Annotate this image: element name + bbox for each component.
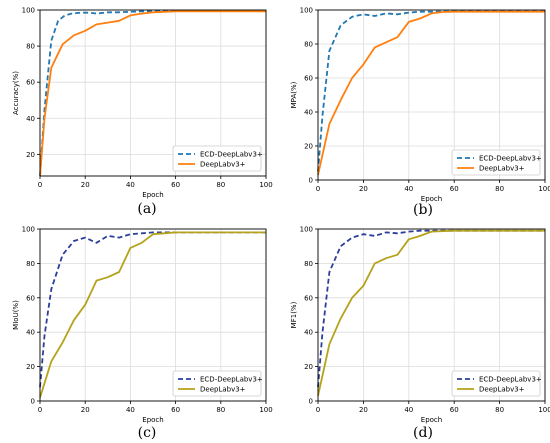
y-tick-label: 20 xyxy=(304,363,313,371)
y-tick-label: 80 xyxy=(26,260,35,268)
y-tick-label: 40 xyxy=(26,329,35,337)
y-axis-label: MF1(%) xyxy=(290,301,298,328)
y-tick-label: 40 xyxy=(304,329,313,337)
y-tick-label: 20 xyxy=(304,143,313,151)
legend-label: ECD-DeepLabv3+ xyxy=(479,155,542,163)
legend-label: DeepLabv3+ xyxy=(479,386,525,394)
legend-label: DeepLabv3+ xyxy=(200,161,246,169)
x-tick-label: 80 xyxy=(495,406,504,414)
y-tick-label: 0 xyxy=(309,177,313,185)
axes-frame xyxy=(39,228,267,402)
legend-label: ECD-DeepLabv3+ xyxy=(479,376,542,384)
x-tick-label: 0 xyxy=(316,185,320,193)
x-tick-label: 40 xyxy=(404,406,413,414)
x-tick-label: 20 xyxy=(359,185,368,193)
y-tick-label: 60 xyxy=(304,294,313,302)
series-line-deeplabv3plus xyxy=(317,10,545,176)
series-line-deeplabv3plus xyxy=(39,231,266,398)
x-tick-label: 20 xyxy=(359,406,368,414)
y-tick-label: 60 xyxy=(26,79,35,87)
axes-frame xyxy=(39,9,267,177)
y-axis-label: MPA(%) xyxy=(290,81,298,108)
legend-label: DeepLabv3+ xyxy=(479,165,525,173)
x-tick-label: 40 xyxy=(126,406,135,414)
y-tick-label: 60 xyxy=(304,75,313,83)
x-tick-label: 40 xyxy=(404,185,413,193)
chart-panel-1: 0 20 40 60 80 100 20 40 60 80 100 Epoch Accuracy(%) E… xyxy=(12,7,273,218)
chart-panel-2: 0 20 40 60 80 100 0 20 40 60 80 100 Epoch MPA(%) ECD-D… xyxy=(290,7,550,219)
x-tick-label: 80 xyxy=(216,406,225,414)
y-tick-label: 100 xyxy=(300,7,313,15)
y-tick-label: 20 xyxy=(26,151,35,159)
panel-label: (b) xyxy=(413,202,433,218)
y-tick-label: 20 xyxy=(26,363,35,371)
y-tick-label: 100 xyxy=(22,7,35,15)
x-tick-label: 60 xyxy=(450,185,459,193)
x-tick-label: 60 xyxy=(171,181,180,189)
x-tick-label: 60 xyxy=(171,406,180,414)
series-line-deeplabv3plus xyxy=(39,10,266,177)
y-tick-label: 80 xyxy=(304,260,313,268)
legend-label: ECD-DeepLabv3+ xyxy=(200,376,263,384)
x-axis-label: Epoch xyxy=(142,191,163,199)
panel-label: (d) xyxy=(413,425,433,441)
x-tick-label: 100 xyxy=(259,181,272,189)
x-tick-label: 0 xyxy=(316,406,320,414)
x-tick-label: 80 xyxy=(216,181,225,189)
x-axis-label: Epoch xyxy=(421,195,442,203)
x-tick-label: 40 xyxy=(126,181,135,189)
x-tick-label: 100 xyxy=(259,406,272,414)
y-tick-label: 40 xyxy=(26,115,35,123)
x-tick-label: 80 xyxy=(495,185,504,193)
series-line-ecd-deeplabv3plus xyxy=(317,229,545,388)
x-tick-label: 0 xyxy=(38,406,42,414)
axes-frame xyxy=(317,228,546,402)
chart-panel-4: 0 20 40 60 80 100 0 20 40 60 80 100 Epoch MF1(%) ECD-D… xyxy=(290,226,550,442)
y-axis-label: MIoU(%) xyxy=(12,300,20,330)
y-axis-label: Accuracy(%) xyxy=(12,71,20,115)
panel-label: (c) xyxy=(138,425,157,441)
x-tick-label: 0 xyxy=(38,181,42,189)
x-axis-label: Epoch xyxy=(421,416,442,424)
series-line-deeplabv3plus xyxy=(317,229,545,396)
axes-frame xyxy=(317,9,546,181)
x-tick-label: 60 xyxy=(450,406,459,414)
y-tick-label: 100 xyxy=(300,226,313,234)
series-line-ecd-deeplabv3plus xyxy=(317,10,545,172)
legend-label: DeepLabv3+ xyxy=(200,386,246,394)
y-tick-label: 0 xyxy=(31,398,35,406)
y-tick-label: 100 xyxy=(22,226,35,234)
legend-label: ECD-DeepLabv3+ xyxy=(200,151,263,159)
y-tick-label: 60 xyxy=(26,294,35,302)
x-tick-label: 100 xyxy=(538,185,550,193)
x-tick-label: 20 xyxy=(81,406,90,414)
y-tick-label: 40 xyxy=(304,109,313,117)
x-tick-label: 20 xyxy=(81,181,90,189)
x-axis-label: Epoch xyxy=(142,416,163,424)
y-tick-label: 80 xyxy=(304,41,313,49)
x-tick-label: 100 xyxy=(538,406,550,414)
chart-panel-3: 0 20 40 60 80 100 0 20 40 60 80 100 Epoch MIoU(%) ECD-… xyxy=(12,226,273,442)
panel-label: (a) xyxy=(137,201,156,217)
series-line-ecd-deeplabv3plus xyxy=(39,231,266,388)
y-tick-label: 0 xyxy=(309,398,313,406)
y-tick-label: 80 xyxy=(26,43,35,51)
